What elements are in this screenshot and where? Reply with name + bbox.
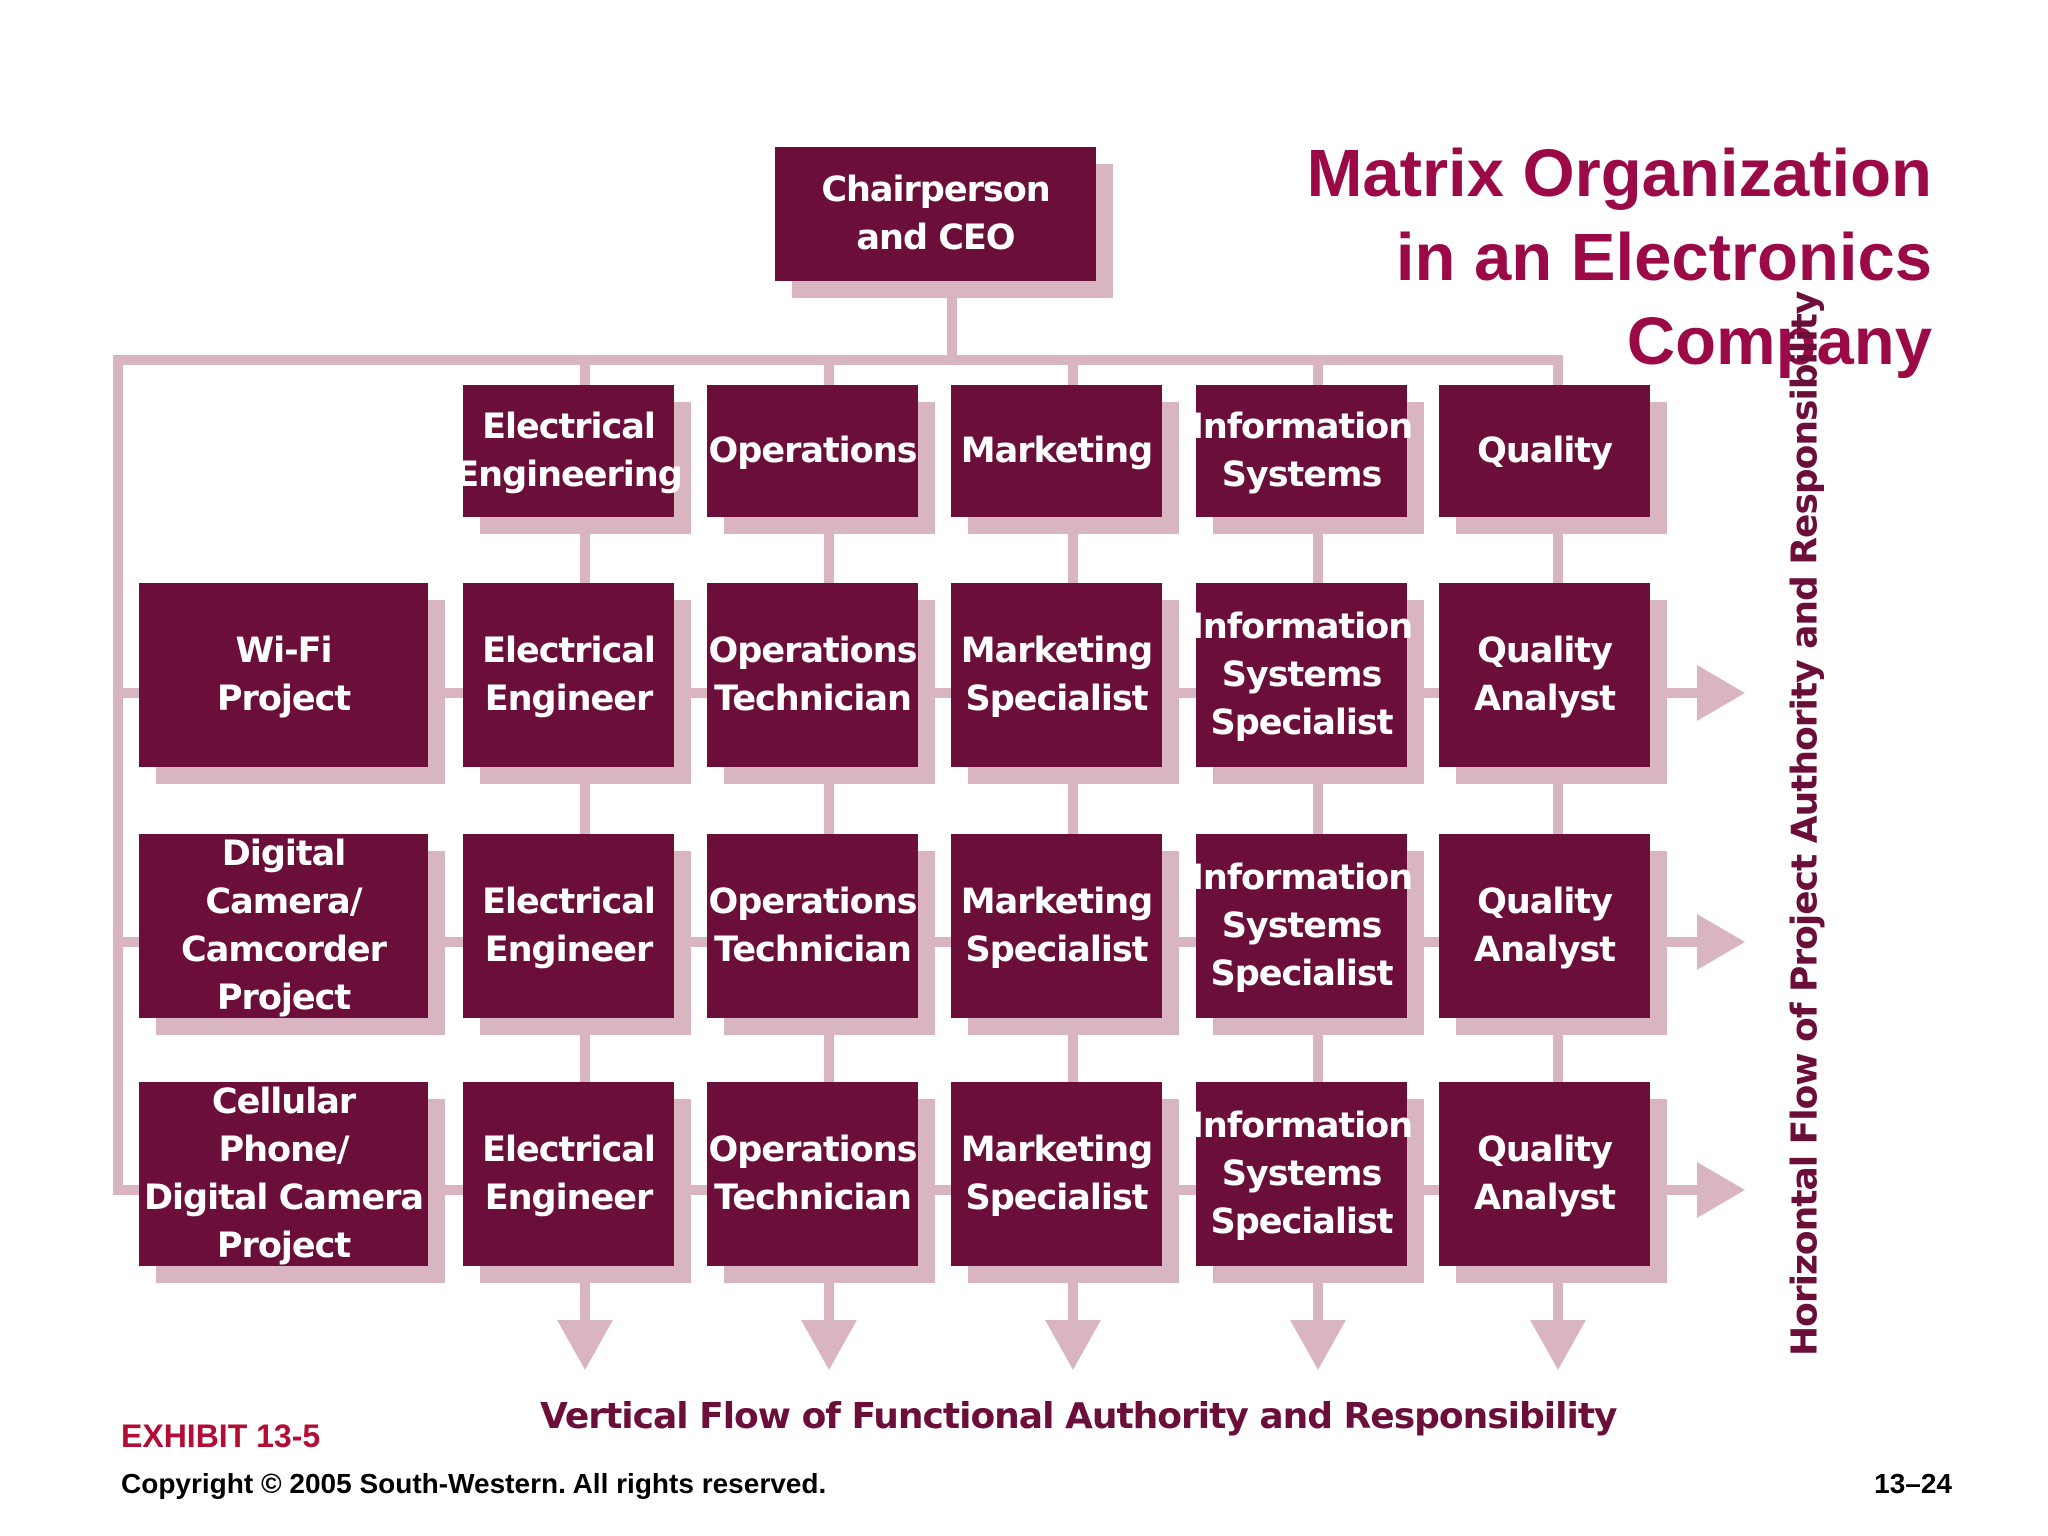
department-box: Quality [1439,385,1650,517]
role-box: Quality Analyst [1439,834,1650,1018]
horizontal-flow-label: Horizontal Flow of Project Authority and… [1784,291,1826,1356]
role-box: Quality Analyst [1439,583,1650,767]
project-box: Digital Camera/ Camcorder Project [139,834,428,1018]
vertical-flow-label: Vertical Flow of Functional Authority an… [540,1396,1618,1437]
role-box: Quality Analyst [1439,1082,1650,1266]
role-box: Marketing Specialist [951,834,1162,1018]
role-box: Electrical Engineer [463,834,674,1018]
copyright-notice: Copyright © 2005 South-Western. All righ… [121,1468,827,1499]
project-box: Cellular Phone/ Digital Camera Project [139,1082,428,1266]
ceo-box: Chairperson and CEO [775,147,1096,281]
department-box: Information Systems [1191,385,1413,517]
exhibit-label: EXHIBIT 13-5 [121,1418,321,1454]
page-number: 13–24 [1874,1468,1952,1499]
role-box: Information Systems Specialist [1191,1082,1413,1266]
role-box: Operations Technician [707,1082,918,1266]
role-box: Marketing Specialist [951,583,1162,767]
project-box: Wi-Fi Project [139,583,428,767]
role-box: Electrical Engineer [463,1082,674,1266]
department-box: Electrical Engineering [455,385,683,517]
role-box: Operations Technician [707,583,918,767]
role-box: Operations Technician [707,834,918,1018]
role-box: Information Systems Specialist [1191,583,1413,767]
diagram-title: Matrix Organization in an Electronics Co… [1306,136,1932,379]
role-box: Marketing Specialist [951,1082,1162,1266]
department-box: Marketing [951,385,1162,517]
department-box: Operations [707,385,918,517]
role-box: Information Systems Specialist [1191,834,1413,1018]
role-box: Electrical Engineer [463,583,674,767]
